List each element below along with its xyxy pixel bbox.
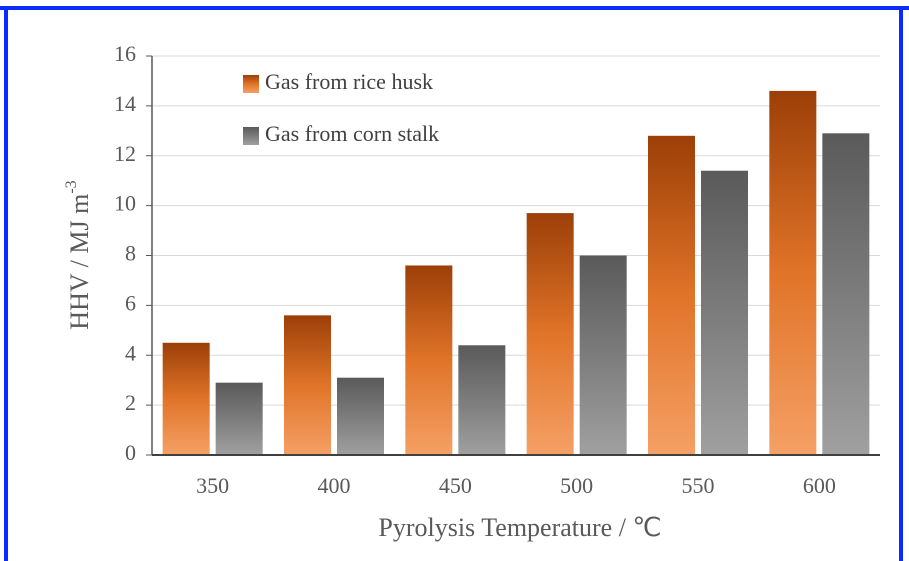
y-axis-label: HHV / MJ m-3 [63,180,94,329]
y-tick-label: 14 [114,91,136,116]
bar [284,315,331,455]
bar [405,265,453,455]
bar [337,377,384,455]
y-tick-label: 8 [125,241,136,266]
legend-label: Gas from rice husk [265,69,433,94]
y-tick-label: 6 [125,290,136,315]
y-tick-label: 16 [114,41,136,66]
x-tick-label: 550 [682,473,715,498]
x-tick-label: 400 [318,473,351,498]
legend-swatch [243,127,259,145]
bar [526,213,574,455]
bar [822,133,870,455]
y-axis-label-sup: -3 [63,180,80,193]
x-tick-label: 600 [803,473,836,498]
y-tick-label: 4 [125,340,136,365]
x-tick-label: 450 [439,473,472,498]
x-tick-label: 350 [196,473,229,498]
y-tick-label: 12 [114,141,136,166]
y-axis-label-main: HHV / MJ m [65,194,94,330]
y-tick-label: 10 [114,191,136,216]
bar [215,382,263,455]
bar [648,135,695,456]
y-tick-label: 2 [125,390,136,415]
legend-swatch [243,75,259,93]
bar [701,170,748,455]
x-tick-label: 500 [560,473,593,498]
bar [579,255,627,455]
plot: 0 2 4 6 8 10 12 14 16 350 400 450 500 550 600 Gas from … [114,41,880,498]
legend-label: Gas from corn stalk [265,121,439,146]
y-tick-label: 0 [125,440,136,465]
bar [458,345,506,455]
x-axis-label: Pyrolysis Temperature / ℃ [378,513,661,542]
bar [769,90,817,455]
bar [162,342,210,455]
